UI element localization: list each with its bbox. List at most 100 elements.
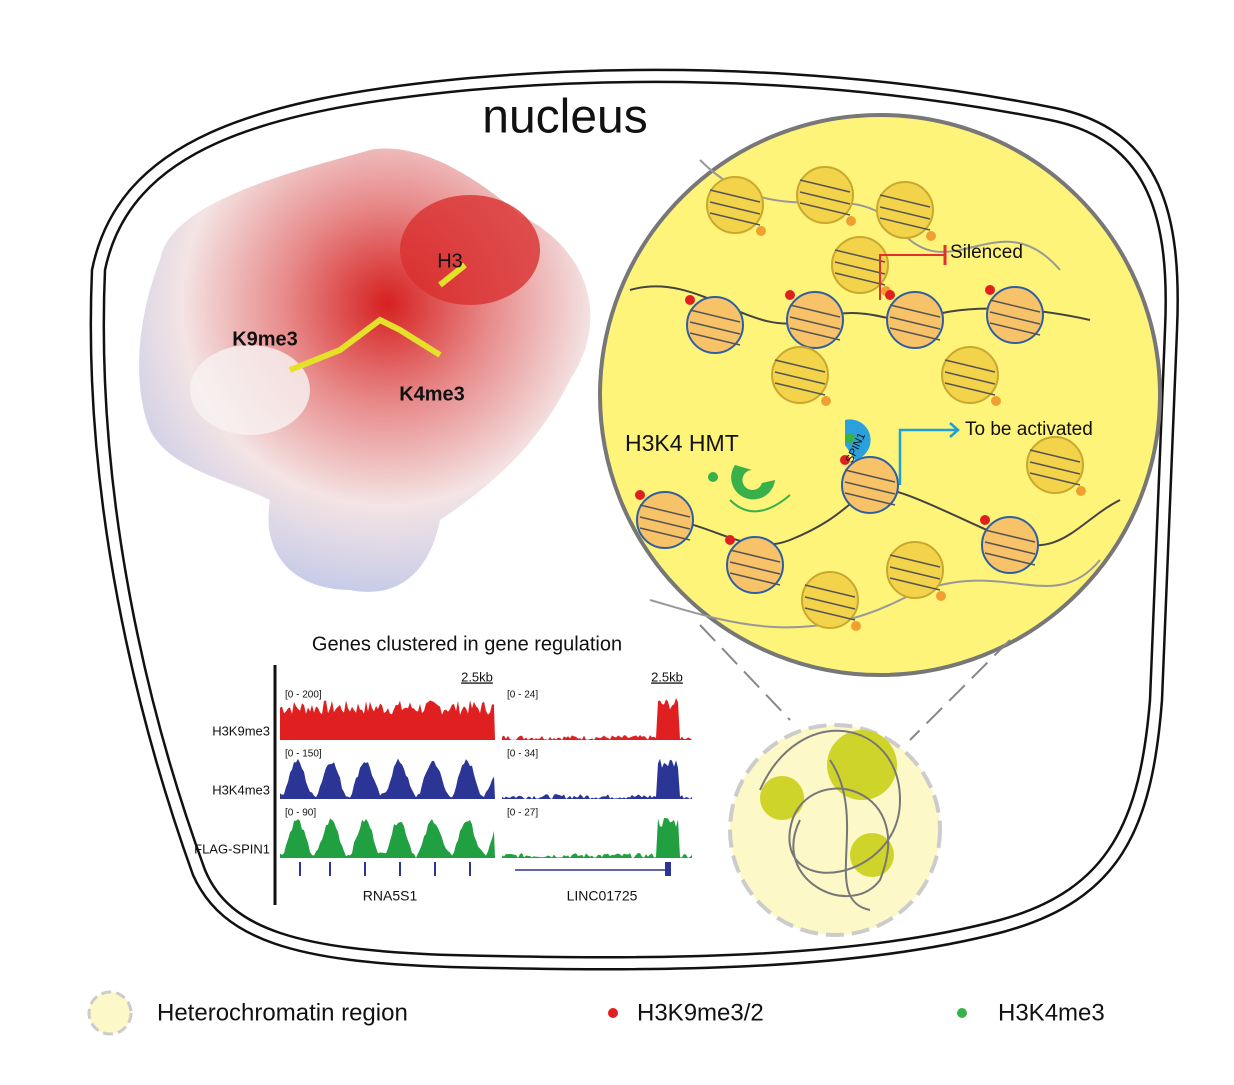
nucleosome-wrap (729, 549, 781, 563)
track-name: H3K4me3 (212, 782, 270, 797)
tracks: H3K9me3 [0 - 200] [0 - 24] H3K4me3 [0 - 150]… (194, 690, 692, 876)
nucleosome-wrap (804, 596, 856, 610)
nucleosome-wrap (709, 212, 761, 226)
track-range: [0 - 34] (507, 749, 538, 760)
histone-mark (685, 295, 695, 305)
zoom-line (909, 639, 1011, 741)
histone-mark (985, 285, 995, 295)
scale-label: 2.5kb (461, 669, 493, 684)
legend-swatch (957, 1008, 967, 1018)
nucleus-outline (89, 68, 1179, 971)
nucleosome-wrap (1029, 449, 1081, 463)
nucleosome-wrap (834, 249, 886, 263)
nucleosome-wrap (799, 191, 851, 205)
nucleosome-wrap (889, 316, 941, 330)
histone-mark (785, 290, 795, 300)
nucleosome-wrap (844, 481, 896, 495)
nucleosome-wrap (639, 504, 691, 518)
nucleosome-wrap (889, 566, 941, 580)
nucleosome-wrap (879, 194, 931, 208)
histone-mark (851, 621, 861, 631)
nucleosome (1026, 436, 1084, 494)
nucleosome (941, 346, 999, 404)
nucleosome-wrap (689, 309, 741, 323)
nucleosome-wrap (799, 179, 851, 193)
nucleosome-wrap (729, 561, 781, 575)
nucleosome-wrap (709, 201, 761, 215)
histone-mark (926, 231, 936, 241)
nucleosome (771, 346, 829, 404)
histone-mark (725, 535, 735, 545)
nucleosome-wrap (879, 217, 931, 231)
nucleosome-wrap (879, 206, 931, 220)
track-name: FLAG-SPIN1 (194, 841, 270, 856)
histone-mark (756, 226, 766, 236)
signal-track (280, 758, 495, 799)
heterochromatin (728, 723, 942, 937)
nucleosome-wrap (889, 327, 941, 341)
enzyme-label: H3K4 HMT (625, 430, 739, 456)
nucleosome-wrap (789, 316, 841, 330)
histone-mark (885, 290, 895, 300)
site-label: K4me3 (399, 383, 465, 405)
gene-exon (665, 862, 671, 876)
nucleosome-wrap (1029, 472, 1081, 486)
histone-mark (840, 455, 850, 465)
nucleosome (706, 176, 764, 234)
nucleosome-wrap (834, 261, 886, 275)
histone-mark (936, 591, 946, 601)
nucleosome-wrap (889, 554, 941, 568)
gene-name: LINC01725 (567, 888, 638, 904)
activate-arrow (898, 422, 960, 485)
nucleosome (801, 571, 859, 629)
track-name: H3K9me3 (212, 723, 270, 738)
nucleosome-wrap (774, 371, 826, 385)
activated-label: To be activated (965, 419, 1093, 440)
peptide-label: H3 (437, 250, 463, 272)
scale-label: 2.5kb (651, 669, 683, 684)
nucleosome (636, 491, 694, 549)
histone-mark (1076, 486, 1086, 496)
nucleosome-wrap (774, 359, 826, 373)
nucleosome-wrap (944, 382, 996, 396)
browser-title: Genes clustered in gene regulation (312, 633, 622, 655)
nucleosome-wrap (984, 552, 1036, 566)
track-range: [0 - 24] (507, 690, 538, 701)
nucleosome-wrap (944, 371, 996, 385)
signal-track (502, 758, 692, 799)
spin1-reader (845, 419, 871, 460)
signal-track (280, 818, 495, 858)
nucleosomes (629, 159, 1121, 631)
legend-label: H3K4me3 (998, 999, 1105, 1026)
nucleosome-wrap (789, 327, 841, 341)
zoom-line (699, 624, 791, 721)
protein-surface (139, 148, 591, 592)
cycle-arrow (729, 494, 791, 513)
track-range: [0 - 27] (507, 808, 538, 819)
histone-mark (846, 216, 856, 226)
nucleosome-wrap (689, 332, 741, 346)
methyl-dot (708, 472, 718, 482)
signal-track (502, 698, 692, 740)
nucleosome-wrap (1029, 461, 1081, 475)
nucleosome-wrap (804, 584, 856, 598)
legend-label: Heterochromatin region (157, 999, 408, 1026)
track-range: [0 - 90] (285, 808, 316, 819)
legend-swatch (87, 990, 133, 1036)
histone-mark (980, 515, 990, 525)
silenced-arrow (879, 254, 945, 300)
histone-mark (635, 490, 645, 500)
gene-name: RNA5S1 (363, 888, 418, 904)
nucleosome (981, 516, 1039, 574)
track-range: [0 - 150] (285, 749, 322, 760)
legend-label: H3K9me3/2 (637, 999, 764, 1026)
nucleosome-wrap (639, 527, 691, 541)
nucleosome-wrap (989, 322, 1041, 336)
nucleosome-wrap (889, 577, 941, 591)
nucleosome-wrap (804, 607, 856, 621)
nucleosome-wrap (799, 202, 851, 216)
track-range: [0 - 200] (285, 690, 322, 701)
nucleosome (831, 236, 889, 294)
nucleosome (726, 536, 784, 594)
